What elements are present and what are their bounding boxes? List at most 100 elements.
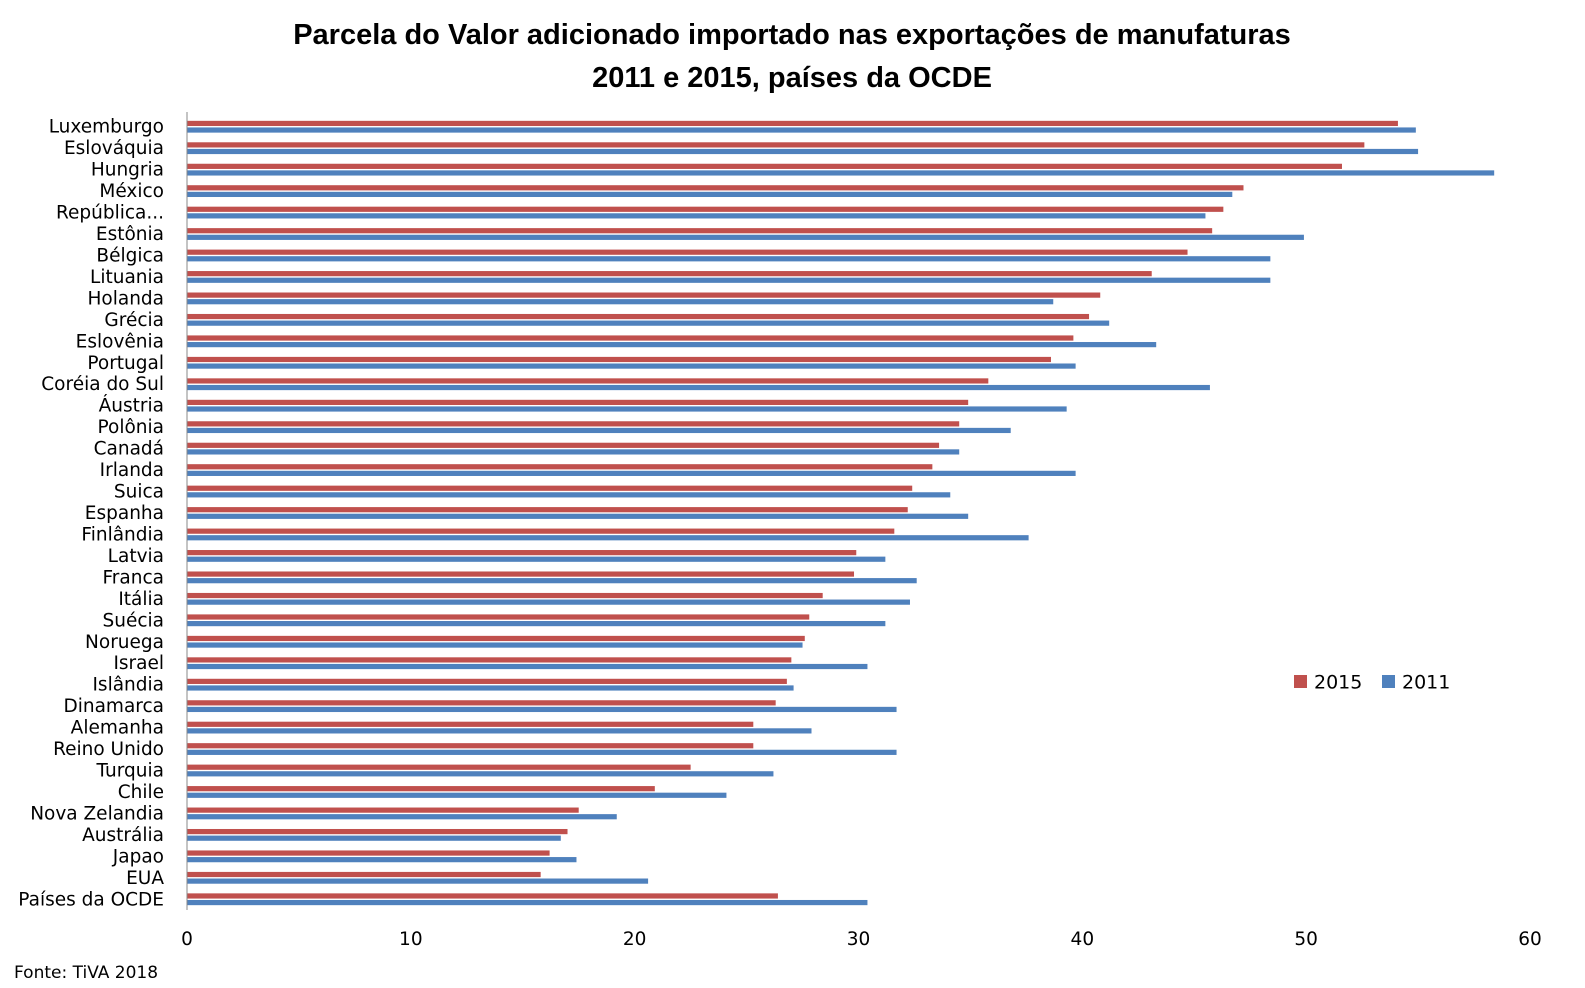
bar-2015-0 [187,120,1398,127]
category-label: Países da OCDE [18,889,164,910]
bar-2015-21 [187,571,855,577]
bar-2011-17 [187,492,951,498]
bar-2011-2 [187,170,1495,176]
bar-2011-27 [187,706,897,713]
bar-2015-6 [187,249,1188,255]
bar-2015-4 [187,206,1224,212]
bar-2015-32 [187,807,579,813]
category-label: Áustria [99,395,164,417]
category-label: México [99,181,164,202]
bar-2015-25 [187,657,792,663]
bar-2011-31 [187,792,727,798]
bar-2011-7 [187,277,1271,283]
bar-2011-36 [187,899,868,906]
bar-2011-0 [187,127,1416,133]
bar-2015-12 [187,378,989,384]
legend-label-2011: 2011 [1402,672,1450,694]
category-label: Canadá [94,439,164,460]
bar-2015-33 [187,828,568,835]
bar-2011-3 [187,191,1233,198]
bar-2015-3 [187,185,1244,191]
bar-2015-8 [187,292,1101,298]
category-label: Luxemburgo [49,117,164,138]
category-label: Israel [113,653,164,674]
source-note: Fonte: TiVA 2018 [14,963,158,983]
category-label: Noruega [85,632,164,653]
bar-2011-33 [187,835,561,841]
bar-2011-12 [187,384,1210,391]
chart-title: Parcela do Valor adicionado importado na… [293,19,1291,51]
bars-group [187,120,1495,906]
x-tick-label: 60 [1518,929,1542,950]
bar-2011-15 [187,449,960,455]
category-label: Eslováquia [64,138,164,159]
category-label: Dinamarca [63,696,164,717]
bar-2015-20 [187,550,857,556]
bar-2011-11 [187,363,1076,369]
category-label: Bélgica [96,245,164,266]
bar-2015-19 [187,528,895,534]
bar-2015-23 [187,614,810,620]
bar-2015-24 [187,635,805,642]
bar-2015-14 [187,421,960,427]
bar-2011-21 [187,578,917,584]
bar-2011-8 [187,299,1054,305]
x-tick-label: 10 [399,929,423,950]
bar-2011-26 [187,685,794,691]
bar-2011-10 [187,342,1157,348]
bar-2015-36 [187,893,778,899]
bar-2015-35 [187,871,541,878]
category-label: Itália [118,589,164,610]
legend-label-2015: 2015 [1314,672,1362,694]
category-label: Islândia [92,675,164,696]
category-label: Franca [103,567,164,588]
category-label: Polônia [98,417,164,438]
bar-2015-13 [187,399,969,405]
bar-2011-23 [187,621,886,627]
bar-2011-4 [187,213,1206,219]
category-label: Estônia [96,224,164,245]
x-tick-label: 20 [623,929,647,950]
bar-2015-5 [187,228,1213,234]
category-label: Eslovênia [76,331,164,352]
bar-2015-11 [187,356,1051,363]
bar-2011-5 [187,234,1304,240]
bar-2015-7 [187,271,1152,277]
category-label: Finlândia [81,524,164,545]
category-label: Suécia [103,610,165,631]
legend-swatch-2015 [1294,675,1307,688]
category-label: EUA [126,868,164,889]
bar-2011-1 [187,148,1419,155]
category-label: Portugal [87,353,164,374]
bar-2015-1 [187,142,1365,148]
category-labels: LuxemburgoEslováquiaHungriaMéxicoRepúbli… [18,117,164,911]
category-label: Latvia [108,546,164,567]
bar-2015-2 [187,163,1342,169]
bar-2011-9 [187,320,1110,326]
x-tick-label: 50 [1294,929,1318,950]
x-tick-label: 30 [847,929,871,950]
category-label: Turquia [96,761,164,782]
bar-2015-30 [187,764,691,770]
bar-2011-13 [187,406,1067,412]
category-label: Nova Zelandia [30,803,164,824]
category-label: Japao [112,846,164,867]
category-label: Alemanha [71,718,164,739]
bar-2015-28 [187,721,754,727]
category-label: Hungria [91,160,164,181]
bar-2011-19 [187,535,1029,541]
bar-2011-35 [187,878,649,884]
bar-2011-18 [187,513,969,519]
bar-2011-20 [187,556,886,562]
bar-2011-32 [187,814,617,820]
category-label: Austrália [82,825,164,846]
category-label: República... [56,203,164,224]
bar-2015-18 [187,507,908,513]
category-label: Irlanda [100,460,164,481]
bar-2015-17 [187,485,913,491]
category-label: Lituania [90,267,164,288]
bar-2011-34 [187,857,577,863]
category-label: Reino Unido [53,739,164,760]
category-label: Grécia [104,310,164,331]
